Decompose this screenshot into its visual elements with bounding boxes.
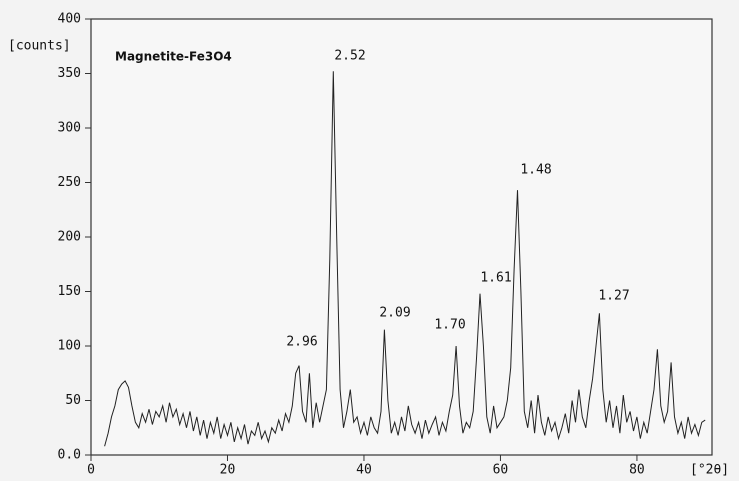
- chart-title: Magnetite-Fe3O4: [115, 50, 232, 64]
- x-tick-label: 80: [629, 463, 645, 478]
- y-tick-label: 50: [65, 393, 81, 408]
- peak-label: 1.61: [480, 271, 511, 286]
- x-tick-label: 0: [87, 463, 95, 478]
- y-tick-label: 0.0: [58, 448, 81, 463]
- x-axis-label: [°2θ]: [690, 463, 729, 478]
- x-tick-label: 40: [356, 463, 372, 478]
- peak-label: 1.48: [520, 163, 551, 178]
- x-tick-label: 20: [220, 463, 236, 478]
- peak-label: 2.96: [286, 335, 317, 350]
- xrd-line: [104, 71, 706, 447]
- y-tick-label: 400: [58, 12, 81, 27]
- peak-label: 2.52: [334, 49, 365, 64]
- y-tick-label: 200: [58, 230, 81, 245]
- y-tick-label: 250: [58, 175, 81, 190]
- x-tick-label: 60: [493, 463, 509, 478]
- y-axis-label: [counts]: [8, 39, 71, 54]
- peak-label: 1.70: [434, 318, 465, 333]
- y-tick-label: 150: [58, 284, 81, 299]
- plot-frame: [90, 18, 713, 456]
- peak-label: 2.09: [379, 306, 410, 321]
- y-tick-label: 300: [58, 121, 81, 136]
- y-tick-label: 100: [58, 339, 81, 354]
- y-tick-label: 350: [58, 66, 81, 81]
- peak-label: 1.27: [598, 289, 629, 304]
